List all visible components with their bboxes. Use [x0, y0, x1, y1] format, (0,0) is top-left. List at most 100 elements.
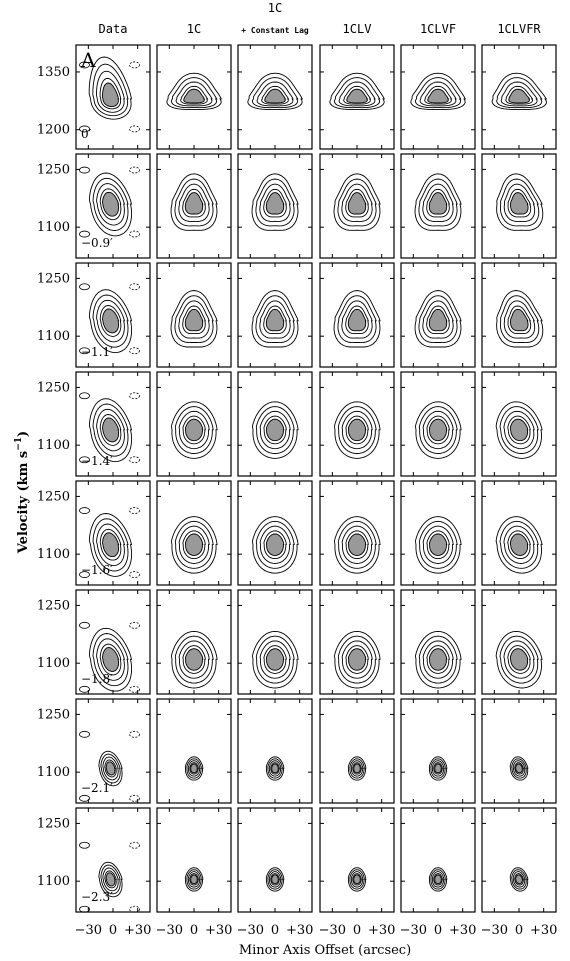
panel-r7-c2: −30 0 +30: [237, 807, 313, 938]
contour-level-0: [170, 630, 218, 689]
contour-level-3: [263, 415, 287, 445]
contour-level-2: [259, 525, 291, 564]
x-tick-label: +30: [449, 923, 476, 938]
contour-level-1: [100, 753, 121, 784]
contour-level-0: [251, 401, 299, 459]
contour-level-2: [259, 410, 291, 450]
contour-level-0: [347, 756, 367, 781]
noise-contour: [79, 283, 90, 291]
row-offset-label-2: −1.1′: [81, 345, 113, 359]
contour-level-3: [99, 188, 122, 221]
noise-contour: [129, 166, 140, 174]
contour-level-1: [174, 295, 214, 344]
contour-level-3: [345, 305, 369, 335]
noise-contour: [129, 841, 140, 849]
panel-r1-c4: [400, 153, 476, 259]
contour-level-3: [189, 762, 199, 775]
contour-level-1: [337, 178, 377, 227]
contour-level-1: [337, 520, 377, 569]
contour-peak: [428, 418, 448, 442]
panel-r1-c0: −0.9′ 1100 1250: [37, 153, 151, 259]
x-tick-label: 0: [190, 923, 198, 938]
contour-level-2: [422, 410, 454, 450]
contour-level-0: [347, 867, 367, 892]
noise-contour: [79, 841, 90, 849]
contour-level-3: [270, 762, 280, 775]
y-axis-label-text: Velocity (km s: [16, 451, 31, 554]
contour-level-2: [178, 525, 210, 564]
panel-frame: [319, 698, 395, 804]
contour-level-3: [507, 305, 532, 335]
contour-level-0: [251, 290, 299, 348]
contour-level-2: [350, 760, 364, 777]
noise-contour: [129, 456, 140, 464]
row-offset-label-5: −1.8′: [81, 672, 113, 686]
panel-r1-c3: [319, 153, 395, 259]
contour-level-2: [500, 81, 538, 107]
contour-level-0: [88, 56, 133, 120]
contour-level-3: [426, 645, 450, 674]
contour-peak: [271, 763, 279, 774]
contour-level-2: [341, 300, 373, 339]
noise-contour: [79, 507, 90, 514]
contour-peak: [427, 88, 450, 104]
panel-r3-c2: [237, 371, 313, 477]
contour-level-0: [495, 630, 543, 689]
contour-level-2: [259, 640, 291, 679]
y-tick-label: 1250: [37, 271, 70, 286]
row-offset-label-1: −0.9′: [81, 236, 113, 250]
contour-peak: [428, 308, 448, 332]
contour-peak: [510, 192, 529, 215]
contour-level-1: [499, 520, 539, 569]
contour-level-1: [174, 635, 214, 684]
panel-r4-c5: [481, 480, 557, 586]
contour-level-3: [99, 414, 122, 446]
noise-contour: [129, 905, 140, 913]
x-tick-label: 0: [353, 923, 361, 938]
contour-level-3: [345, 188, 369, 218]
contour-level-3: [426, 188, 450, 218]
contour-level-3: [507, 645, 531, 674]
contour-level-0: [251, 630, 299, 689]
contour-level-2: [178, 410, 210, 450]
contour-peak: [346, 88, 369, 104]
contour-level-3: [180, 85, 209, 105]
panel-r3-c4: [400, 371, 476, 477]
contour-level-2: [175, 81, 213, 107]
panel-r5-c4: [400, 589, 476, 695]
x-tick-label: −30: [481, 923, 508, 938]
contour-level-2: [178, 640, 210, 679]
panel-frame: [481, 698, 557, 804]
contour-level-2: [102, 867, 119, 892]
panel-r0-c1: [156, 44, 232, 150]
contour-level-2: [96, 183, 125, 226]
y-axis-label-close: ): [16, 431, 31, 437]
contour-level-1: [174, 520, 214, 569]
contour-peak: [102, 417, 120, 443]
panel-frame: [319, 480, 395, 586]
contour-peak: [184, 308, 204, 332]
contour-level-2: [187, 760, 201, 777]
contour-level-2: [178, 300, 210, 339]
contour-level-1: [255, 406, 295, 454]
contour-peak: [265, 533, 285, 556]
contour-level-1: [499, 406, 539, 454]
noise-contour: [79, 794, 90, 802]
contour-level-3: [104, 759, 117, 778]
contour-peak: [347, 418, 367, 442]
panel-r5-c2: [237, 589, 313, 695]
contour-level-1: [418, 635, 458, 684]
contour-level-1: [92, 403, 129, 457]
x-tick-label: −30: [75, 923, 102, 938]
contour-level-0: [98, 750, 123, 787]
panel-r4-c2: [237, 480, 313, 586]
panel-frame: [481, 589, 557, 695]
contour-level-3: [99, 305, 122, 337]
contour-level-0: [509, 867, 529, 892]
noise-contour: [79, 61, 90, 69]
y-tick-label: 1100: [37, 220, 70, 235]
panel-r4-c4: [400, 480, 476, 586]
contour-level-0: [414, 173, 462, 231]
contour-level-1: [170, 77, 218, 109]
